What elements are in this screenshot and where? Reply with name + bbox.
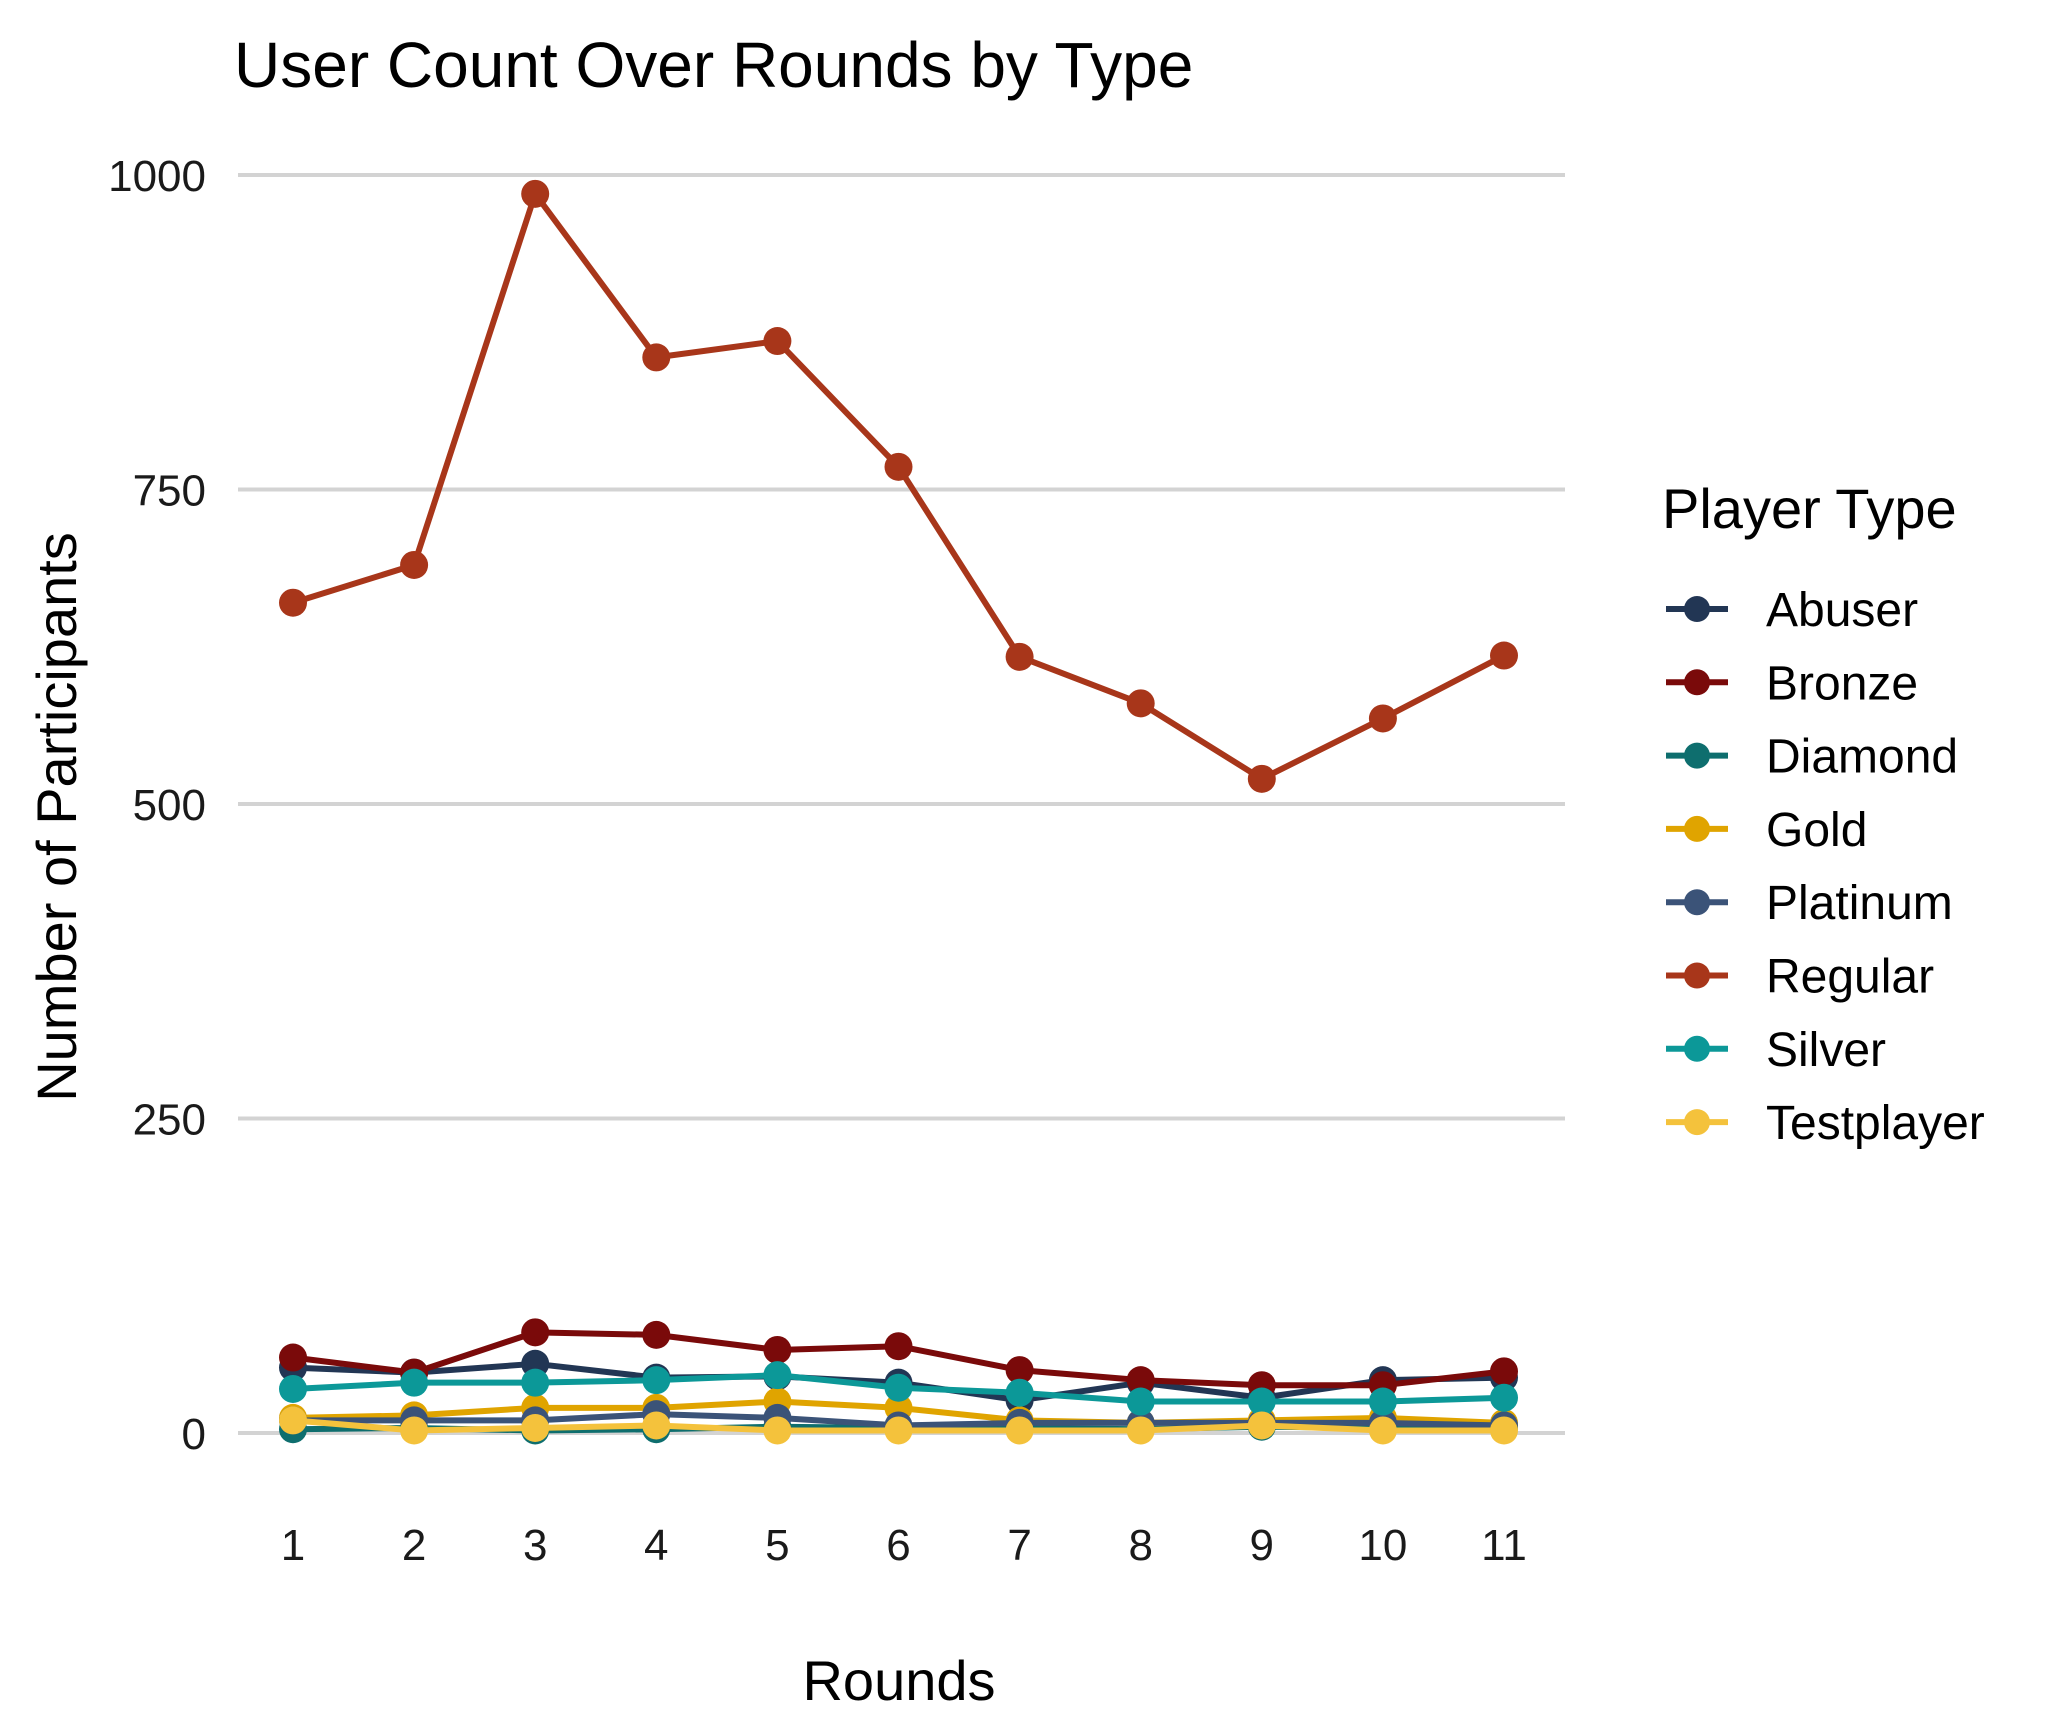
data-point-bronze — [1005, 1356, 1034, 1385]
data-point-silver — [1005, 1378, 1034, 1407]
data-point-bronze — [279, 1343, 307, 1372]
data-point-bronze — [642, 1320, 671, 1349]
legend-label: Platinum — [1766, 877, 1953, 930]
x-tick-label: 1 — [281, 1521, 305, 1570]
legend-item-silver: Silver — [1666, 1024, 1886, 1077]
series-line-regular — [290, 190, 1507, 782]
y-tick-label: 1000 — [108, 152, 206, 201]
data-point-testplayer — [279, 1406, 307, 1435]
data-point-silver — [279, 1374, 307, 1403]
x-axis-ticks: 1 2 3 4 5 6 7 8 9 10 11 — [281, 1521, 1527, 1570]
data-point-regular — [884, 452, 913, 481]
series-testplayer — [279, 1406, 1518, 1445]
data-point-bronze — [763, 1335, 792, 1364]
data-point-regular — [642, 343, 671, 372]
legend-key-point — [1684, 1109, 1710, 1136]
series-lines — [279, 179, 1518, 1445]
data-point-regular — [279, 588, 307, 617]
legend-key-point — [1684, 1035, 1710, 1062]
data-point-silver — [1368, 1387, 1397, 1416]
legend-label: Testplayer — [1766, 1097, 1985, 1150]
legend-key-point — [1684, 742, 1710, 769]
x-tick-label: 3 — [523, 1521, 547, 1570]
data-point-testplayer — [1247, 1411, 1276, 1440]
x-tick-label: 10 — [1358, 1521, 1407, 1570]
data-point-testplayer — [642, 1411, 671, 1440]
y-axis-ticks: 0 250 500 750 1000 — [108, 152, 206, 1459]
data-point-testplayer — [521, 1413, 550, 1442]
legend-key-point — [1684, 596, 1710, 622]
legend-label: Bronze — [1766, 657, 1918, 710]
legend-item-abuser: Abuser — [1666, 584, 1918, 637]
legend-key-point — [1684, 889, 1710, 916]
data-point-testplayer — [763, 1416, 792, 1445]
x-tick-label: 5 — [765, 1521, 789, 1570]
data-point-silver — [1490, 1383, 1518, 1412]
y-tick-label: 500 — [133, 781, 206, 830]
data-point-regular — [1126, 689, 1155, 718]
legend-item-platinum: Platinum — [1666, 877, 1953, 930]
x-tick-label: 8 — [1128, 1521, 1152, 1570]
data-point-bronze — [1126, 1366, 1155, 1395]
x-tick-label: 2 — [402, 1521, 426, 1570]
y-axis-title: Number of Participants — [25, 532, 88, 1102]
series-bronze — [279, 1318, 1518, 1400]
data-point-testplayer — [1368, 1416, 1397, 1445]
data-point-silver — [1247, 1387, 1276, 1416]
legend-item-regular: Regular — [1666, 951, 1934, 1004]
data-point-regular — [521, 179, 550, 208]
data-point-silver — [1126, 1387, 1155, 1416]
data-point-silver — [884, 1373, 913, 1402]
series-silver — [279, 1361, 1518, 1416]
gridlines — [238, 173, 1565, 1435]
data-point-regular — [1005, 642, 1034, 671]
data-point-testplayer — [884, 1416, 913, 1445]
legend-label: Silver — [1766, 1024, 1886, 1077]
data-point-regular — [1368, 704, 1397, 733]
data-point-regular — [400, 550, 429, 579]
series-regular — [279, 179, 1518, 793]
data-point-testplayer — [400, 1416, 429, 1445]
legend-key-point — [1684, 962, 1710, 989]
x-axis-title: Rounds — [802, 1649, 995, 1712]
data-point-regular — [1247, 764, 1276, 793]
data-point-silver — [763, 1361, 792, 1390]
data-point-regular — [763, 327, 792, 356]
legend-key-point — [1684, 815, 1710, 842]
legend-label: Diamond — [1766, 731, 1958, 784]
x-tick-label: 6 — [886, 1521, 910, 1570]
data-point-silver — [400, 1368, 429, 1397]
x-tick-label: 7 — [1007, 1521, 1031, 1570]
data-point-silver — [642, 1366, 671, 1395]
data-point-silver — [521, 1368, 550, 1397]
data-point-testplayer — [1005, 1416, 1034, 1445]
y-tick-label: 250 — [133, 1096, 206, 1145]
legend-label: Abuser — [1766, 584, 1918, 637]
x-tick-label: 11 — [1481, 1521, 1527, 1570]
y-tick-label: 750 — [133, 467, 206, 516]
y-tick-label: 0 — [182, 1410, 206, 1459]
legend-item-diamond: Diamond — [1666, 731, 1958, 784]
data-point-testplayer — [1126, 1416, 1155, 1445]
data-point-bronze — [1490, 1357, 1518, 1386]
legend-key-point — [1684, 669, 1710, 696]
legend: Player Type Abuser Bronze Diamond Gold Plati… — [1662, 477, 1985, 1150]
legend-label: Gold — [1766, 804, 1867, 857]
data-point-testplayer — [1490, 1416, 1518, 1445]
legend-title: Player Type — [1662, 477, 1957, 540]
data-point-bronze — [884, 1332, 913, 1361]
legend-label: Regular — [1766, 951, 1934, 1004]
chart-title: User Count Over Rounds by Type — [234, 29, 1193, 101]
legend-item-testplayer: Testplayer — [1666, 1097, 1985, 1150]
legend-item-bronze: Bronze — [1666, 657, 1918, 710]
data-point-regular — [1490, 641, 1518, 670]
x-tick-label: 9 — [1250, 1521, 1274, 1570]
data-point-bronze — [521, 1318, 550, 1347]
legend-item-gold: Gold — [1666, 804, 1867, 857]
x-tick-label: 4 — [644, 1521, 668, 1570]
